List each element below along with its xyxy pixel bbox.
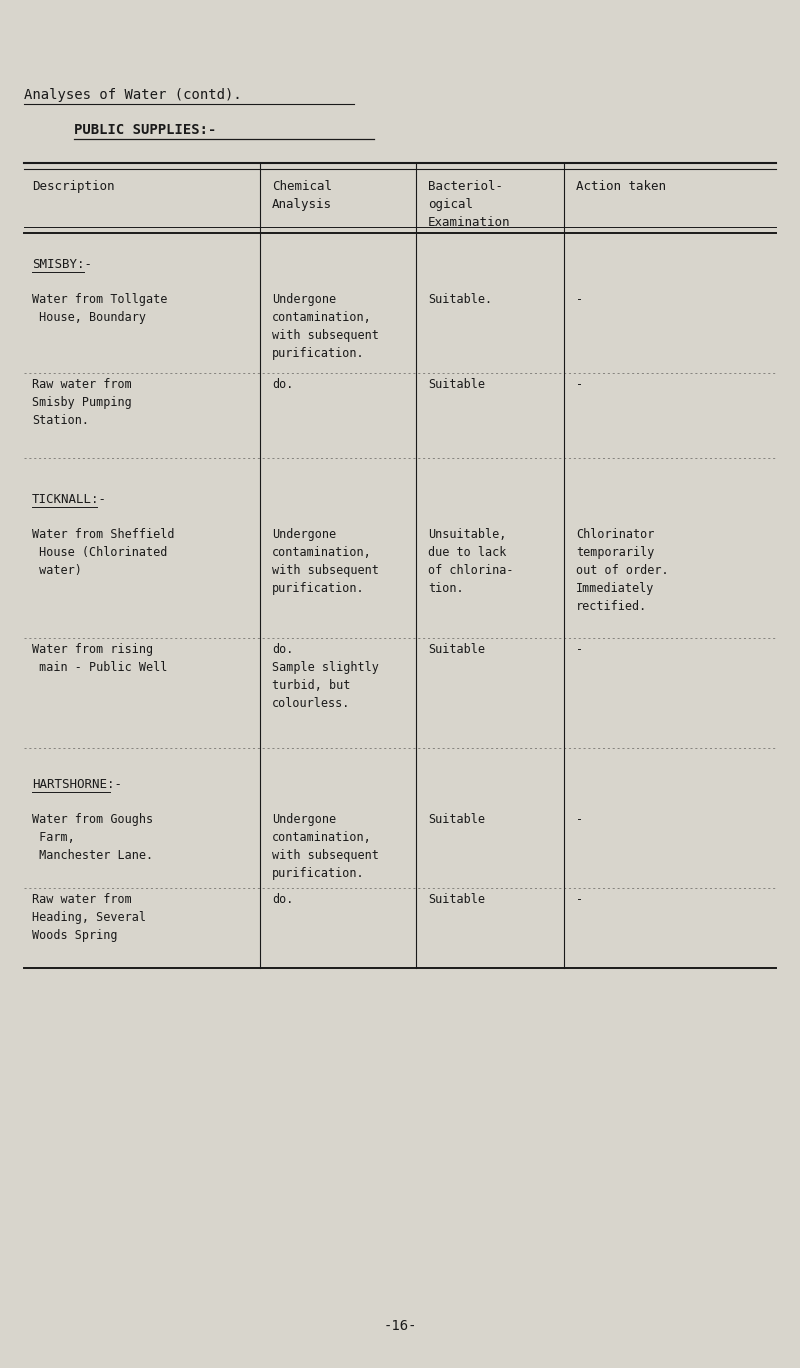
Text: Suitable: Suitable bbox=[428, 378, 485, 391]
Text: -: - bbox=[576, 643, 583, 657]
Text: do.: do. bbox=[272, 893, 294, 906]
Text: Water from Goughs
 Farm,
 Manchester Lane.: Water from Goughs Farm, Manchester Lane. bbox=[32, 813, 153, 862]
Text: Action taken: Action taken bbox=[576, 181, 666, 193]
Text: Chlorinator
temporarily
out of order.
Immediately
rectified.: Chlorinator temporarily out of order. Im… bbox=[576, 528, 669, 613]
Text: PUBLIC SUPPLIES:-: PUBLIC SUPPLIES:- bbox=[74, 123, 216, 137]
Text: SMISBY:-: SMISBY:- bbox=[32, 259, 92, 271]
Text: Water from Tollgate
 House, Boundary: Water from Tollgate House, Boundary bbox=[32, 293, 167, 324]
Text: Unsuitable,
due to lack
of chlorina-
tion.: Unsuitable, due to lack of chlorina- tio… bbox=[428, 528, 514, 595]
Text: Raw water from
Smisby Pumping
Station.: Raw water from Smisby Pumping Station. bbox=[32, 378, 132, 427]
Text: TICKNALL:-: TICKNALL:- bbox=[32, 492, 107, 506]
Text: Suitable: Suitable bbox=[428, 893, 485, 906]
Text: Undergone
contamination,
with subsequent
purification.: Undergone contamination, with subsequent… bbox=[272, 813, 379, 880]
Text: Water from Sheffield
 House (Chlorinated
 water): Water from Sheffield House (Chlorinated … bbox=[32, 528, 174, 577]
Text: Suitable.: Suitable. bbox=[428, 293, 492, 306]
Text: Raw water from
Heading, Several
Woods Spring: Raw water from Heading, Several Woods Sp… bbox=[32, 893, 146, 943]
Text: do.: do. bbox=[272, 378, 294, 391]
Text: Analyses of Water (contd).: Analyses of Water (contd). bbox=[24, 88, 242, 103]
Text: Chemical
Analysis: Chemical Analysis bbox=[272, 181, 332, 211]
Text: do.
Sample slightly
turbid, but
colourless.: do. Sample slightly turbid, but colourle… bbox=[272, 643, 379, 710]
Text: Water from rising
 main - Public Well: Water from rising main - Public Well bbox=[32, 643, 167, 674]
Text: Suitable: Suitable bbox=[428, 813, 485, 826]
Text: -: - bbox=[576, 893, 583, 906]
Text: -16-: -16- bbox=[383, 1319, 417, 1332]
Text: -: - bbox=[576, 813, 583, 826]
Text: Bacteriol-
ogical
Examination: Bacteriol- ogical Examination bbox=[428, 181, 510, 228]
Text: Description: Description bbox=[32, 181, 114, 193]
Text: Undergone
contamination,
with subsequent
purification.: Undergone contamination, with subsequent… bbox=[272, 293, 379, 360]
Text: -: - bbox=[576, 293, 583, 306]
Text: HARTSHORNE:-: HARTSHORNE:- bbox=[32, 778, 122, 791]
Text: Suitable: Suitable bbox=[428, 643, 485, 657]
Text: -: - bbox=[576, 378, 583, 391]
Text: Undergone
contamination,
with subsequent
purification.: Undergone contamination, with subsequent… bbox=[272, 528, 379, 595]
